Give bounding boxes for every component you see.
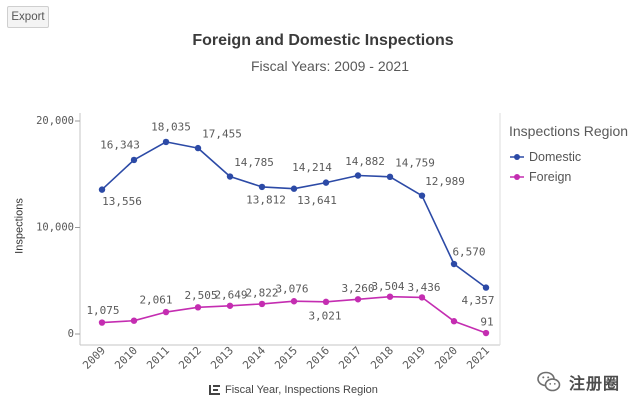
- domestic-data-label-2009: 13,556: [102, 195, 142, 208]
- x-tick-label-2017: 2017: [336, 344, 364, 372]
- y-tick-label: 0: [68, 328, 74, 340]
- chart-title: Foreign and Domestic Inspections: [192, 32, 454, 49]
- domestic-data-label-2019: 12,989: [425, 175, 465, 188]
- x-tick-label-2020: 2020: [432, 344, 460, 372]
- foreign-point-2010[interactable]: [130, 317, 138, 324]
- domestic-point-2012[interactable]: [194, 144, 202, 152]
- y-tick-label: 20,000: [36, 115, 74, 127]
- domestic-point-2013[interactable]: [226, 173, 234, 180]
- y-tick-label: 10,000: [36, 222, 74, 234]
- foreign-data-label-2019: 3,436: [407, 281, 440, 294]
- domestic-point-2019[interactable]: [418, 192, 426, 199]
- x-tick-label-2016: 2016: [304, 344, 332, 372]
- legend-item-domestic[interactable]: Domestic: [509, 147, 635, 167]
- chart-subtitle: Fiscal Years: 2009 - 2021: [251, 58, 409, 74]
- y-axis-title: Inspections: [13, 198, 26, 254]
- export-button[interactable]: Export: [7, 6, 49, 28]
- foreign-series: [98, 293, 490, 337]
- wechat-icon: [537, 371, 561, 392]
- x-tick-label-2021: 2021: [464, 344, 492, 372]
- domestic-point-2021[interactable]: [482, 284, 490, 291]
- domestic-data-label-2012: 17,455: [202, 128, 242, 141]
- domestic-data-label-2014: 13,812: [246, 193, 286, 206]
- domestic-point-2016[interactable]: [322, 179, 330, 186]
- x-tick-label-2014: 2014: [240, 344, 268, 372]
- domestic-data-label-2017: 14,882: [345, 155, 385, 168]
- foreign-data-label-2018: 3,504: [371, 280, 404, 293]
- domestic-legend-marker: [510, 154, 524, 160]
- x-tick-label-2019: 2019: [400, 344, 428, 372]
- foreign-data-label-2021: 91: [480, 316, 493, 329]
- domestic-data-labels: 13,556 16,343 18,035 17,455 14,785 13,812 13,6…: [100, 120, 494, 307]
- legend-items: Domestic Foreign: [509, 147, 635, 187]
- domestic-series: [98, 138, 490, 291]
- foreign-point-2017[interactable]: [354, 296, 362, 303]
- legend-item-label: Domestic: [529, 150, 582, 164]
- legend-item-label: Foreign: [529, 170, 572, 184]
- domestic-point-2015[interactable]: [290, 185, 298, 192]
- foreign-point-2012[interactable]: [194, 304, 202, 311]
- foreign-point-2016[interactable]: [322, 298, 330, 306]
- foreign-point-2011[interactable]: [162, 308, 170, 316]
- foreign-data-label-2016: 3,021: [308, 309, 341, 322]
- domestic-data-label-2021: 4,357: [461, 294, 494, 307]
- dimensions-footer: Fiscal Year, Inspections Region: [209, 382, 378, 398]
- domestic-data-label-2011: 18,035: [151, 120, 191, 133]
- domestic-data-label-2018: 14,759: [395, 156, 435, 169]
- domestic-point-2011[interactable]: [162, 138, 170, 146]
- watermark: 注册圈: [537, 370, 620, 394]
- dimension-icon: [209, 385, 220, 395]
- foreign-data-label-2014: 2,822: [245, 286, 278, 299]
- legend-title: Inspections Region: [509, 123, 629, 139]
- domestic-data-label-2015: 13,641: [297, 194, 337, 207]
- domestic-point-2020[interactable]: [450, 260, 458, 268]
- x-tick-label-2009: 2009: [80, 344, 108, 372]
- foreign-data-label-2009: 1,075: [86, 304, 119, 317]
- foreign-legend-marker: [510, 174, 524, 180]
- foreign-point-2015[interactable]: [290, 298, 298, 305]
- foreign-point-2019[interactable]: [418, 294, 426, 301]
- domestic-point-2010[interactable]: [130, 156, 138, 164]
- domestic-data-label-2010: 16,343: [100, 138, 140, 151]
- domestic-point-2017[interactable]: [354, 172, 362, 179]
- domestic-point-2014[interactable]: [258, 183, 266, 191]
- foreign-data-label-2015: 3,076: [275, 283, 308, 296]
- domestic-point-2009[interactable]: [98, 186, 106, 193]
- x-tick-label-2018: 2018: [368, 344, 396, 372]
- foreign-data-label-2017: 3,260: [341, 282, 374, 295]
- foreign-data-label-2013: 2,649: [214, 288, 247, 301]
- x-tick-label-2011: 2011: [144, 344, 172, 372]
- foreign-point-2014[interactable]: [258, 300, 266, 308]
- foreign-point-2021[interactable]: [482, 329, 490, 337]
- watermark-text: 注册圈: [569, 374, 621, 393]
- x-tick-label-2012: 2012: [176, 344, 204, 372]
- foreign-point-2018[interactable]: [386, 293, 394, 300]
- foreign-point-2013[interactable]: [226, 302, 234, 309]
- domestic-point-2018[interactable]: [386, 173, 394, 181]
- x-tick-label-2015: 2015: [272, 344, 300, 372]
- foreign-data-label-2011: 2,061: [139, 294, 172, 307]
- foreign-point-2020[interactable]: [450, 318, 458, 325]
- legend: Inspections Region Domestic Foreign: [509, 122, 635, 187]
- legend-item-foreign[interactable]: Foreign: [509, 167, 635, 187]
- foreign-data-label-2012: 2,505: [184, 289, 217, 302]
- domestic-data-label-2016: 14,214: [292, 161, 332, 174]
- domestic-data-label-2013: 14,785: [234, 156, 274, 169]
- domestic-data-label-2020: 6,570: [452, 246, 485, 259]
- foreign-point-2009[interactable]: [98, 319, 106, 326]
- dimensions-label: Fiscal Year, Inspections Region: [225, 384, 378, 396]
- x-tick-label-2010: 2010: [112, 344, 140, 372]
- x-tick-label-2013: 2013: [208, 344, 236, 372]
